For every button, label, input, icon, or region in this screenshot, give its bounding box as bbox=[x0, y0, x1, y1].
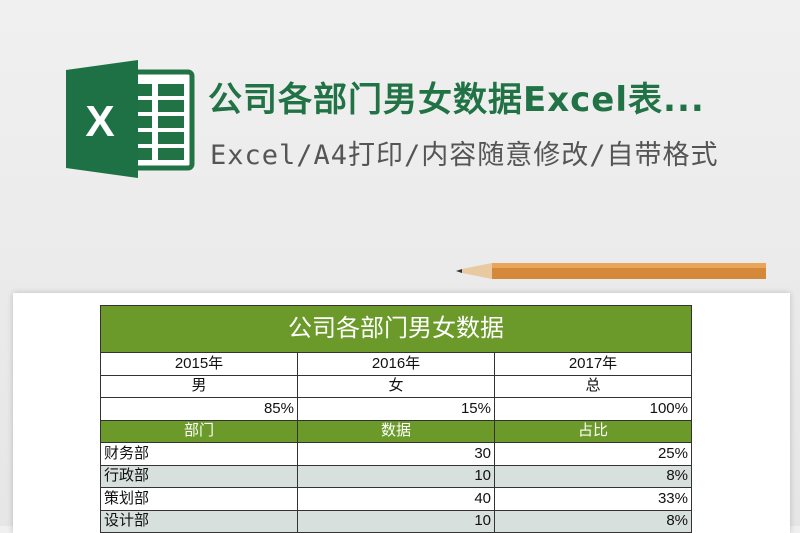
year-cell: 2017年 bbox=[494, 352, 692, 376]
dept-cell: 财务部 bbox=[100, 442, 298, 466]
gender-cell: 总 bbox=[494, 374, 692, 398]
column-header: 占比 bbox=[494, 419, 692, 443]
table-row: 财务部 30 25% bbox=[100, 442, 692, 466]
svg-text:X: X bbox=[85, 97, 114, 146]
page-title: 公司各部门男女数据Excel表... bbox=[208, 80, 705, 120]
value-cell: 40 bbox=[297, 487, 495, 511]
value-cell: 10 bbox=[297, 464, 495, 488]
gender-cell: 女 bbox=[297, 374, 495, 398]
column-header: 部门 bbox=[100, 419, 298, 443]
dept-cell: 行政部 bbox=[100, 464, 298, 488]
value-cell: 30 bbox=[297, 442, 495, 466]
dept-cell: 策划部 bbox=[100, 487, 298, 511]
percent-cell: 85% bbox=[100, 397, 298, 421]
ratio-cell: 33% bbox=[494, 487, 692, 511]
value-cell: 10 bbox=[297, 509, 495, 533]
gender-cell: 男 bbox=[100, 374, 298, 398]
ratio-cell: 25% bbox=[494, 442, 692, 466]
sheet-title: 公司各部门男女数据 bbox=[100, 305, 692, 353]
table-row: 设计部 10 8% bbox=[100, 509, 692, 533]
table-row: 策划部 40 33% bbox=[100, 487, 692, 511]
table-row: 行政部 10 8% bbox=[100, 464, 692, 488]
year-cell: 2016年 bbox=[297, 352, 495, 376]
percent-cell: 100% bbox=[494, 397, 692, 421]
dept-cell: 设计部 bbox=[100, 509, 298, 533]
ratio-cell: 8% bbox=[494, 509, 692, 533]
page-subtitle: Excel/A4打印/内容随意修改/自带格式 bbox=[210, 140, 719, 171]
column-header: 数据 bbox=[297, 419, 495, 443]
percent-cell: 15% bbox=[297, 397, 495, 421]
year-cell: 2015年 bbox=[100, 352, 298, 376]
data-table: 公司各部门男女数据 2015年 2016年 2017年 男女总 85% 15% 100%… bbox=[100, 305, 692, 533]
excel-logo-icon: X bbox=[66, 60, 195, 178]
pencil-icon bbox=[456, 263, 766, 279]
ratio-cell: 8% bbox=[494, 464, 692, 488]
